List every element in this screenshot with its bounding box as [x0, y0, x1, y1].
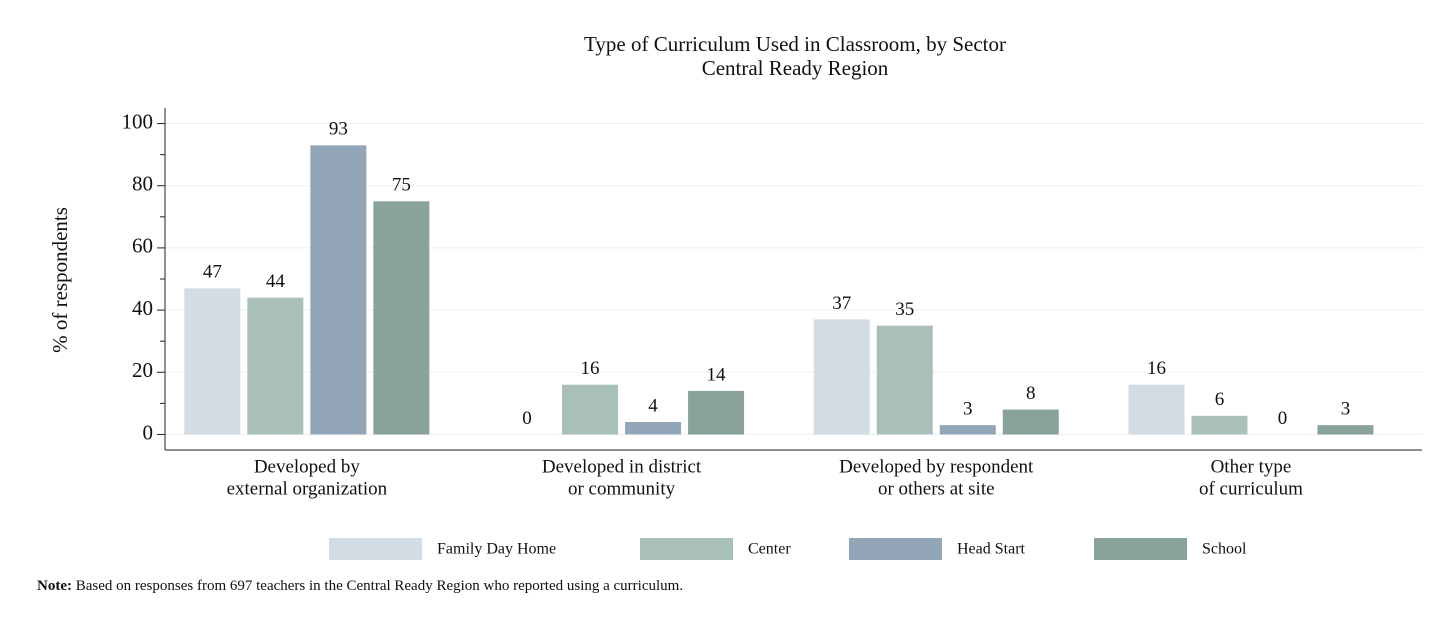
data-label: 4: [648, 395, 658, 416]
y-tick-label: 20: [132, 358, 153, 382]
data-label: 8: [1026, 383, 1036, 404]
data-label: 37: [832, 293, 851, 314]
note-label: Note:: [37, 578, 72, 594]
bar: [1317, 425, 1374, 435]
bar: [876, 325, 933, 435]
legend-swatch: [849, 538, 942, 560]
x-tick-label: of curriculum: [1199, 478, 1303, 499]
note: Note: Based on responses from 697 teache…: [37, 578, 683, 594]
x-tick-label: Developed by: [254, 456, 361, 477]
x-tick-label: Developed in district: [542, 456, 702, 477]
legend-label: Head Start: [957, 541, 1026, 558]
legend-label: Center: [748, 541, 791, 558]
bar: [688, 390, 745, 435]
y-tick-label: 80: [132, 172, 153, 196]
bar: [247, 297, 304, 435]
x-tick-label: or community: [568, 478, 676, 499]
bar: [1191, 415, 1248, 435]
y-tick-label: 40: [132, 296, 153, 320]
legend-label: Family Day Home: [437, 541, 556, 558]
data-label: 35: [895, 299, 914, 320]
bar: [939, 425, 996, 435]
y-tick-label: 100: [122, 109, 154, 133]
data-label: 16: [1147, 358, 1166, 379]
chart-title: Type of Curriculum Used in Classroom, by…: [584, 32, 1006, 56]
legend-swatch: [640, 538, 733, 560]
legend-label: School: [1202, 541, 1247, 558]
data-label: 0: [1278, 408, 1288, 429]
data-label: 93: [329, 119, 348, 140]
bar: [1002, 409, 1059, 435]
x-tick-label: Developed by respondent: [839, 456, 1034, 477]
bar: [625, 422, 682, 435]
bar: [1128, 384, 1185, 435]
data-label: 6: [1215, 389, 1225, 410]
y-axis-label: % of respondents: [48, 207, 72, 353]
bar: [562, 384, 619, 435]
bar: [813, 319, 870, 435]
legend-swatch: [329, 538, 422, 560]
note-text: Based on responses from 697 teachers in …: [76, 578, 683, 594]
y-tick-label: 60: [132, 234, 153, 258]
data-label: 75: [392, 175, 411, 196]
x-tick-label: external organization: [227, 478, 388, 499]
data-label: 0: [522, 408, 532, 429]
data-label: 47: [203, 262, 222, 283]
data-label: 16: [581, 358, 600, 379]
bar: [184, 288, 241, 435]
chart-subtitle: Central Ready Region: [702, 56, 889, 80]
data-label: 3: [963, 398, 973, 419]
y-tick-label: 0: [143, 420, 154, 444]
data-label: 14: [707, 364, 727, 385]
data-label: 44: [266, 271, 286, 292]
x-tick-label: Other type: [1211, 456, 1292, 477]
legend-swatch: [1094, 538, 1187, 560]
bar: [373, 201, 430, 435]
bar: [310, 145, 367, 435]
data-label: 3: [1341, 398, 1351, 419]
x-tick-label: or others at site: [878, 478, 995, 499]
